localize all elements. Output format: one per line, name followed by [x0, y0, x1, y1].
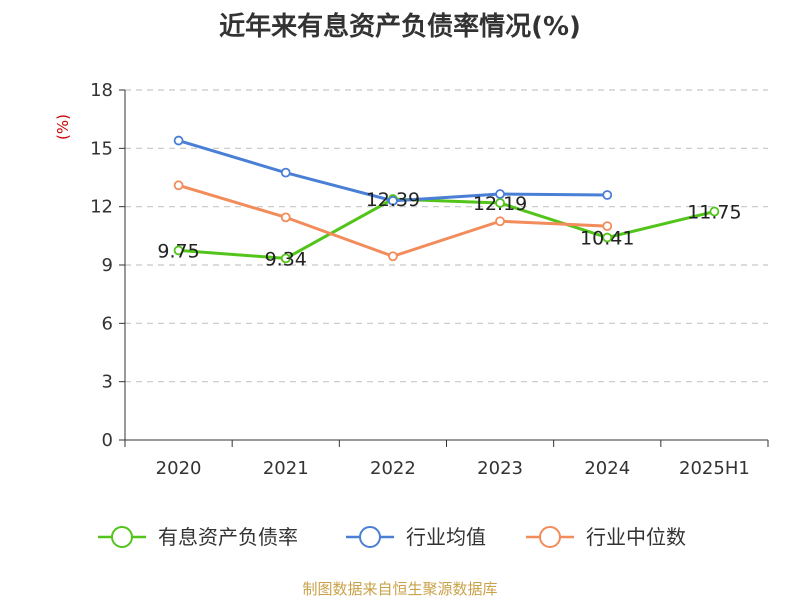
data-point[interactable]: [388, 195, 398, 206]
x-tick-label: 2023: [477, 458, 523, 479]
y-tick-label: 9: [102, 255, 113, 276]
data-point[interactable]: [388, 251, 398, 262]
y-tick-label: 12: [90, 197, 113, 218]
data-point[interactable]: [280, 253, 291, 264]
data-point[interactable]: [495, 216, 505, 227]
data-point[interactable]: [709, 206, 720, 217]
data-label: 9.34: [265, 248, 307, 270]
grid-lines: [125, 89, 768, 383]
x-tick-label: 2025H1: [679, 458, 750, 479]
data-point[interactable]: [495, 198, 505, 208]
data-point[interactable]: [280, 212, 291, 223]
y-tick-label: 15: [90, 138, 113, 159]
data-point[interactable]: [602, 190, 613, 200]
data-point[interactable]: [173, 245, 184, 256]
data-labels: 9.75 9.34 12.39 12.19 10.41 11.75: [157, 189, 741, 270]
data-label: 11.75: [687, 202, 741, 224]
data-point[interactable]: [173, 180, 184, 191]
x-tick-label: 2024: [584, 458, 630, 479]
data-point[interactable]: [602, 221, 613, 232]
data-label: 12.39: [366, 189, 420, 211]
data-point[interactable]: [495, 189, 505, 199]
y-tick-label: 6: [102, 313, 113, 334]
legend-item[interactable]: 有息资产负债率: [98, 525, 298, 549]
x-tick-label: 2020: [156, 458, 202, 479]
chart-title: 近年来有息资产负债率情况(%): [219, 12, 581, 42]
x-tick-label: 2021: [263, 458, 309, 479]
x-tick-label: 2022: [370, 458, 416, 479]
data-point[interactable]: [602, 232, 613, 243]
legend-item[interactable]: 行业中位数: [526, 525, 686, 549]
legend[interactable]: 有息资产负债率 行业均值 行业中位数: [98, 525, 686, 549]
legend-swatch-marker: [359, 526, 381, 548]
legend-label: 行业中位数: [586, 525, 686, 549]
data-label: 9.75: [157, 240, 199, 262]
y-tick-label: 3: [102, 372, 113, 393]
y-axis-unit-label: (%): [54, 114, 72, 140]
legend-swatch-marker: [111, 526, 133, 548]
data-label: 12.19: [473, 193, 527, 215]
legend-item[interactable]: 行业均值: [346, 525, 486, 549]
data-point[interactable]: [280, 167, 291, 178]
legend-label: 有息资产负债率: [158, 525, 298, 549]
y-tick-label: 0: [102, 430, 113, 451]
series-line: [177, 197, 716, 260]
data-label: 10.41: [580, 228, 634, 250]
legend-swatch-marker: [539, 526, 561, 548]
legend-label: 行业均值: [406, 525, 486, 549]
source-note: 制图数据来自恒生聚源数据库: [302, 580, 498, 598]
data-point[interactable]: [173, 135, 184, 146]
series-lines: [173, 135, 720, 264]
y-tick-label: 18: [90, 80, 113, 101]
axes: 0 3 6 9 12 15 18 2020 2021 2022 2023 2024 2025H1 (%): [54, 80, 769, 479]
